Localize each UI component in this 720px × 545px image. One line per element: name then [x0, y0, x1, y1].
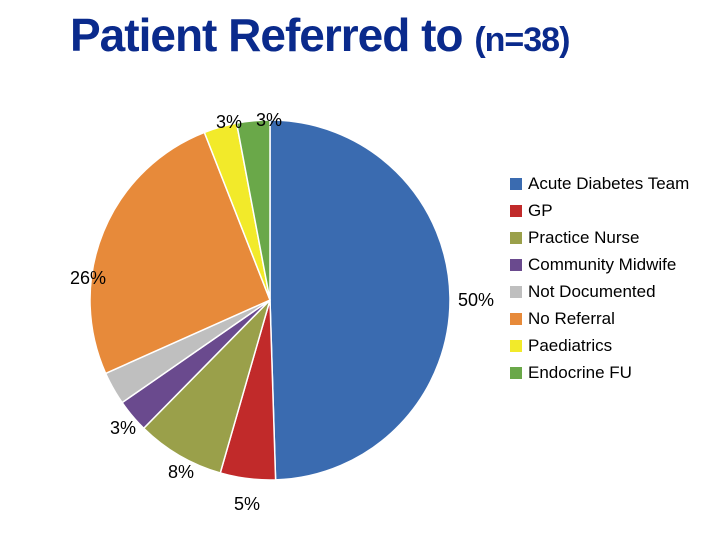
- pie-slice-label: 50%: [458, 290, 494, 311]
- legend-swatch: [510, 313, 522, 325]
- pie-slice-label: 3%: [216, 112, 242, 133]
- legend-label: Community Midwife: [528, 255, 676, 275]
- legend-swatch: [510, 232, 522, 244]
- legend-swatch: [510, 367, 522, 379]
- legend-label: Paediatrics: [528, 336, 612, 356]
- pie-slice-label: 5%: [234, 494, 260, 515]
- legend-item: Community Midwife: [510, 255, 689, 275]
- legend-item: GP: [510, 201, 689, 221]
- legend-item: Endocrine FU: [510, 363, 689, 383]
- legend-item: Paediatrics: [510, 336, 689, 356]
- legend-label: GP: [528, 201, 553, 221]
- legend-item: Practice Nurse: [510, 228, 689, 248]
- legend: Acute Diabetes Team GP Practice Nurse Commu…: [510, 174, 689, 390]
- legend-swatch: [510, 286, 522, 298]
- pie-slice: [270, 120, 450, 480]
- legend-label: Practice Nurse: [528, 228, 639, 248]
- pie-slice-label: 26%: [70, 268, 106, 289]
- pie-slice-label: 8%: [168, 462, 194, 483]
- legend-swatch: [510, 205, 522, 217]
- legend-label: Acute Diabetes Team: [528, 174, 689, 194]
- legend-swatch: [510, 340, 522, 352]
- legend-item: Acute Diabetes Team: [510, 174, 689, 194]
- legend-label: No Referral: [528, 309, 615, 329]
- legend-item: Not Documented: [510, 282, 689, 302]
- pie-slice-label: 3%: [110, 418, 136, 439]
- legend-label: Endocrine FU: [528, 363, 632, 383]
- legend-swatch: [510, 178, 522, 190]
- pie-slice-label: 3%: [256, 110, 282, 131]
- legend-item: No Referral: [510, 309, 689, 329]
- legend-label: Not Documented: [528, 282, 656, 302]
- legend-swatch: [510, 259, 522, 271]
